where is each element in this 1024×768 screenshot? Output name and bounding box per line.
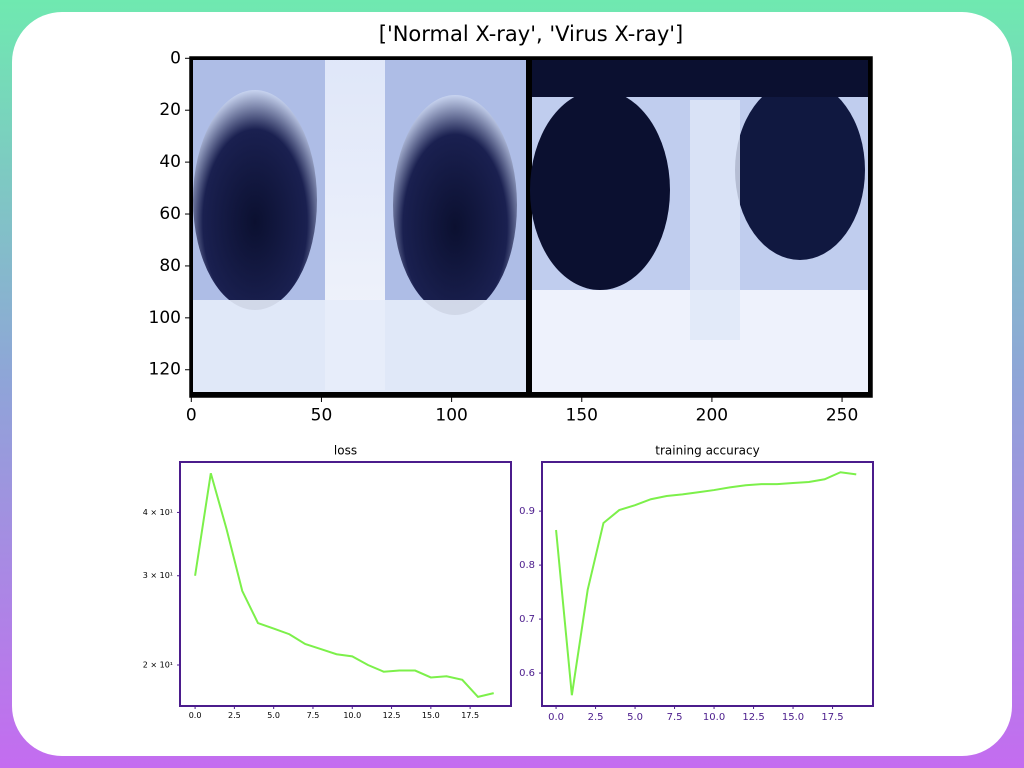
chart-title: loss (334, 444, 357, 458)
plot-frame (179, 461, 512, 707)
x-tick-label: 2.5 (228, 711, 241, 720)
xray-image (190, 57, 872, 397)
x-tick-label: 5.0 (267, 711, 280, 720)
line-series (555, 471, 857, 696)
x-tick-label: 7.5 (307, 711, 320, 720)
y-tick-label: 100 (149, 308, 181, 328)
x-tick-label: 0 (186, 406, 197, 426)
y-tick-label: 120 (149, 360, 181, 380)
y-tick-label: 0.8 (519, 560, 535, 571)
line-series (194, 472, 494, 699)
x-tick-label: 15.0 (422, 711, 440, 720)
x-tick-label: 17.5 (821, 712, 843, 723)
y-tick-label: 2 × 10¹ (143, 660, 173, 669)
x-tick-label: 250 (826, 406, 858, 426)
plot-frame (189, 56, 873, 398)
x-tick-label: 2.5 (588, 712, 604, 723)
x-tick-label: 12.5 (742, 712, 764, 723)
x-tick-label: 50 (311, 406, 333, 426)
x-tick-label: 15.0 (782, 712, 804, 723)
x-tick-label: 200 (696, 406, 728, 426)
x-tick-label: 0.0 (548, 712, 564, 723)
x-tick-label: 0.0 (189, 711, 202, 720)
x-tick-label: 10.0 (703, 712, 725, 723)
x-tick-label: 7.5 (667, 712, 683, 723)
y-tick-label: 80 (159, 256, 181, 276)
y-tick-label: 0.7 (519, 614, 535, 625)
x-tick-label: 10.0 (343, 711, 361, 720)
y-tick-label: 3 × 10¹ (143, 571, 173, 580)
x-tick-label: 12.5 (383, 711, 401, 720)
y-tick-label: 40 (159, 152, 181, 172)
plot-frame (541, 461, 874, 707)
x-tick-label: 150 (566, 406, 598, 426)
y-tick-label: 0 (170, 48, 181, 68)
x-tick-label: 17.5 (461, 711, 479, 720)
x-tick-label: 5.0 (627, 712, 643, 723)
y-tick-label: 0.9 (519, 506, 535, 517)
y-tick-label: 0.6 (519, 668, 535, 679)
chart-title: ['Normal X-ray', 'Virus X-ray'] (379, 22, 683, 46)
y-tick-label: 4 × 10¹ (143, 508, 173, 517)
x-tick-label: 100 (435, 406, 467, 426)
y-tick-label: 60 (159, 204, 181, 224)
chart-title: training accuracy (655, 444, 759, 458)
y-tick-label: 20 (159, 100, 181, 120)
